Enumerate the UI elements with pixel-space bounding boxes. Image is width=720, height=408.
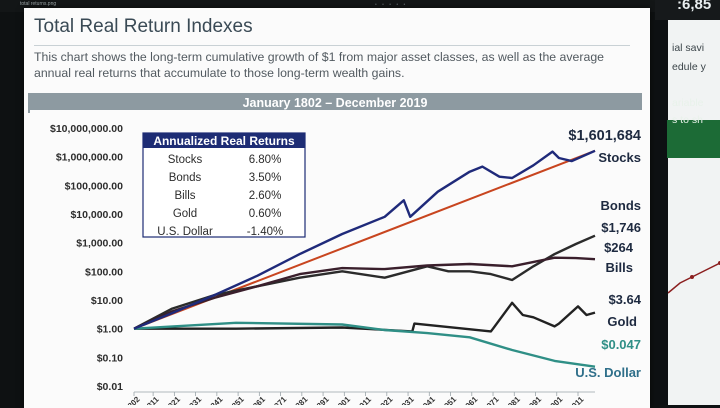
series-line-stocks bbox=[133, 149, 596, 330]
background-window-text: ariable bbox=[672, 97, 704, 109]
stocks-series-label: Stocks bbox=[598, 150, 641, 165]
background-window: :6,85 ial savi edule y ariable s to sh bbox=[655, 0, 720, 405]
legend-return-value: 3.50% bbox=[249, 172, 282, 184]
background-window-mini-chart bbox=[668, 165, 720, 405]
x-tick-label: 1941 bbox=[418, 394, 437, 405]
y-tick-label: $1,000.00 bbox=[76, 238, 123, 250]
legend-return-value: 0.60% bbox=[249, 208, 282, 220]
y-tick-label: $0.01 bbox=[97, 381, 123, 393]
returns-legend-box bbox=[142, 132, 306, 238]
returns-legend-header bbox=[143, 133, 305, 148]
x-tick-label: 1971 bbox=[482, 394, 501, 405]
x-tick-label: 1961 bbox=[461, 394, 480, 405]
bonds-series-label: Bonds bbox=[601, 198, 641, 213]
x-tick-label: 1841 bbox=[206, 394, 225, 405]
series-line-u-s-dollar bbox=[133, 321, 596, 368]
background-window-header: :6,85 bbox=[655, 0, 720, 20]
gold-end-value: $3.64 bbox=[608, 292, 641, 307]
background-window-number: :6,85 bbox=[677, 0, 712, 13]
background-window-text: edule y bbox=[672, 61, 706, 73]
x-tick-label: 1881 bbox=[291, 394, 310, 405]
x-tick-label: 1901 bbox=[333, 394, 352, 405]
x-tick-label: 1991 bbox=[524, 394, 543, 405]
x-tick-label: 2001 bbox=[546, 394, 565, 405]
x-tick-label: 1861 bbox=[248, 394, 267, 405]
x-tick-label: 1851 bbox=[227, 394, 246, 405]
legend-return-value: -1.40% bbox=[247, 226, 283, 238]
bills-end-value: $264 bbox=[604, 240, 634, 255]
usd-end-value: $0.047 bbox=[601, 337, 641, 352]
bonds-end-value: $1,746 bbox=[601, 220, 641, 235]
x-tick-label: 1911 bbox=[354, 395, 373, 405]
returns-legend-title: Annualized Real Returns bbox=[153, 134, 295, 148]
browser-tab-label[interactable]: total returns.png bbox=[20, 1, 57, 7]
legend-return-value: 2.60% bbox=[249, 190, 282, 202]
y-tick-label: $1.00 bbox=[97, 324, 123, 336]
y-tick-label: $100.00 bbox=[85, 266, 123, 278]
x-tick-label: 1821 bbox=[163, 394, 182, 405]
gold-series-label: Gold bbox=[607, 314, 637, 329]
x-tick-label: 1981 bbox=[503, 394, 522, 405]
x-tick-label: 1951 bbox=[439, 394, 458, 405]
x-tick-label: 2011 bbox=[567, 395, 586, 405]
usd-series-label: U.S. Dollar bbox=[575, 365, 641, 380]
legend-asset-name: U.S. Dollar bbox=[157, 226, 213, 238]
x-tick-label: 1891 bbox=[312, 394, 331, 405]
toolbar-dots: • • • • • bbox=[375, 2, 408, 8]
y-tick-label: $10.00 bbox=[91, 295, 123, 307]
chart-date-range-banner: January 1802 – December 2019 bbox=[28, 93, 642, 113]
x-tick-label: 1831 bbox=[184, 394, 203, 405]
x-tick-label: 1811 bbox=[142, 395, 161, 405]
legend-asset-name: Gold bbox=[173, 208, 197, 220]
total-return-chart: $0.01 $0.10 $1.00 $10.00 $100.00 $1,000.00 $10… bbox=[30, 110, 645, 405]
slide-title: Total Real Return Indexes bbox=[34, 16, 253, 37]
y-tick-label: $10,000.00 bbox=[70, 209, 123, 221]
y-tick-label: $10,000,000.00 bbox=[50, 123, 123, 135]
x-tick-label: 1802 bbox=[123, 394, 142, 405]
series-line-bills bbox=[133, 256, 596, 330]
legend-asset-name: Stocks bbox=[168, 154, 203, 166]
background-window-text: s to sh bbox=[672, 114, 703, 126]
legend-asset-name: Bills bbox=[174, 190, 195, 202]
slide-description: This chart shows the long-term cumulativ… bbox=[34, 50, 604, 80]
y-tick-label: $1,000,000.00 bbox=[56, 152, 123, 164]
x-tick-label: 1931 bbox=[397, 394, 416, 405]
legend-return-value: 6.80% bbox=[249, 154, 282, 166]
series-line-gold bbox=[134, 301, 596, 333]
x-tick-label: 1871 bbox=[269, 394, 288, 405]
y-tick-label: $0.10 bbox=[97, 352, 123, 364]
legend-asset-name: Bonds bbox=[169, 172, 202, 184]
background-window-highlight bbox=[667, 120, 720, 158]
stocks-end-value: $1,601,684 bbox=[568, 128, 641, 144]
y-tick-label: $100,000.00 bbox=[65, 180, 124, 192]
title-divider bbox=[34, 45, 630, 46]
x-tick-label: 1921 bbox=[376, 394, 395, 405]
background-window-text: ial savi bbox=[672, 42, 705, 54]
bills-series-label: Bills bbox=[606, 260, 633, 275]
